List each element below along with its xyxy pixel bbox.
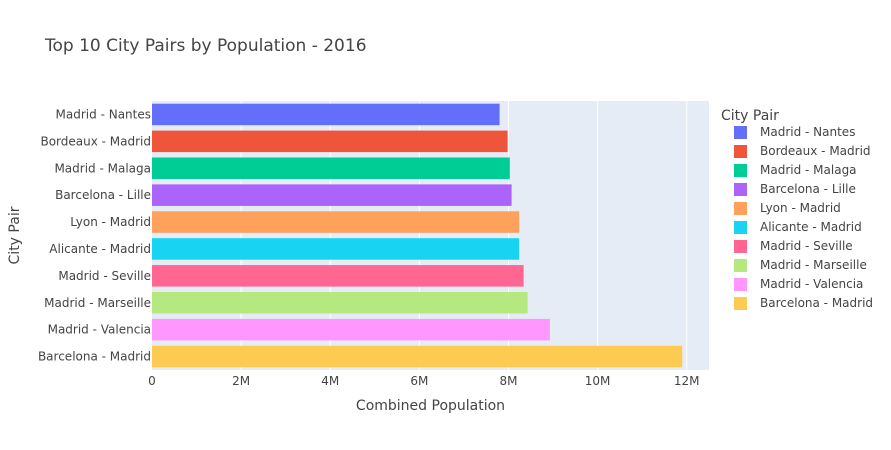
legend-label[interactable]: Madrid - Malaga: [760, 163, 857, 177]
x-tick-label: 10M: [585, 374, 611, 388]
legend-label[interactable]: Madrid - Nantes: [760, 125, 855, 139]
x-tick-label: 2M: [232, 374, 250, 388]
legend-items: Madrid - Nantes Bordeaux - Madrid Madrid -…: [734, 125, 873, 310]
y-tick-label: Madrid - Marseille: [44, 296, 151, 310]
y-axis-title: City Pair: [7, 206, 23, 264]
bar[interactable]: [152, 157, 510, 180]
legend-label[interactable]: Alicante - Madrid: [760, 220, 862, 234]
legend-swatch[interactable]: [734, 297, 747, 310]
bar[interactable]: [152, 318, 550, 341]
legend-label[interactable]: Madrid - Marseille: [760, 258, 867, 272]
bars: [152, 103, 683, 368]
legend-title: City Pair: [721, 108, 779, 124]
x-axis-title: Combined Population: [356, 398, 505, 414]
legend-swatch[interactable]: [734, 164, 747, 177]
y-tick-label: Lyon - Madrid: [70, 215, 151, 229]
x-tick-label: 0: [148, 374, 156, 388]
legend-label[interactable]: Madrid - Seville: [760, 239, 853, 253]
legend-swatch[interactable]: [734, 183, 747, 196]
y-tick-label: Madrid - Seville: [58, 269, 151, 283]
y-tick-label: Madrid - Malaga: [54, 161, 151, 175]
legend-swatch[interactable]: [734, 259, 747, 272]
bar[interactable]: [152, 265, 524, 287]
x-tick-label: 6M: [410, 374, 428, 388]
legend-label[interactable]: Barcelona - Lille: [760, 182, 856, 196]
bar[interactable]: [152, 291, 528, 314]
chart-title: Top 10 City Pairs by Population - 2016: [44, 36, 367, 56]
x-tick-label: 8M: [499, 374, 517, 388]
legend-swatch[interactable]: [734, 202, 747, 215]
bar[interactable]: [152, 211, 520, 233]
y-tick-labels: Madrid - Nantes Bordeaux - Madrid Madrid -…: [38, 107, 151, 363]
x-tick-labels: 0 2M 4M 6M 8M 10M 12M: [148, 374, 699, 388]
legend-swatch[interactable]: [734, 126, 747, 139]
y-tick-label: Barcelona - Madrid: [38, 350, 151, 364]
x-tick-label: 4M: [321, 374, 339, 388]
bar[interactable]: [152, 103, 500, 126]
legend-swatch[interactable]: [734, 145, 747, 158]
legend-label[interactable]: Bordeaux - Madrid: [760, 144, 871, 158]
legend-swatch[interactable]: [734, 278, 747, 291]
y-tick-label: Madrid - Nantes: [56, 107, 151, 121]
legend-label[interactable]: Madrid - Valencia: [760, 277, 863, 291]
bar[interactable]: [152, 130, 508, 153]
legend-swatch[interactable]: [734, 240, 747, 253]
y-tick-label: Bordeaux - Madrid: [40, 134, 151, 148]
y-tick-label: Barcelona - Lille: [55, 188, 151, 202]
bar[interactable]: [152, 184, 512, 206]
y-tick-label: Madrid - Valencia: [48, 323, 151, 337]
x-tick-label: 12M: [674, 374, 700, 388]
legend: City Pair Madrid - Nantes Bordeaux - Madr…: [721, 108, 873, 310]
legend-swatch[interactable]: [734, 221, 747, 234]
legend-label[interactable]: Barcelona - Madrid: [760, 296, 873, 310]
y-tick-label: Alicante - Madrid: [49, 242, 151, 256]
bar[interactable]: [152, 238, 520, 260]
bar[interactable]: [152, 345, 683, 368]
legend-label[interactable]: Lyon - Madrid: [760, 201, 841, 215]
